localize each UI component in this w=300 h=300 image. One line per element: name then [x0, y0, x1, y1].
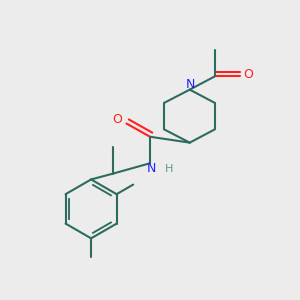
Text: N: N — [147, 162, 156, 175]
Text: O: O — [113, 113, 122, 127]
Text: O: O — [244, 68, 254, 81]
Text: N: N — [186, 78, 195, 91]
Text: H: H — [165, 164, 173, 173]
